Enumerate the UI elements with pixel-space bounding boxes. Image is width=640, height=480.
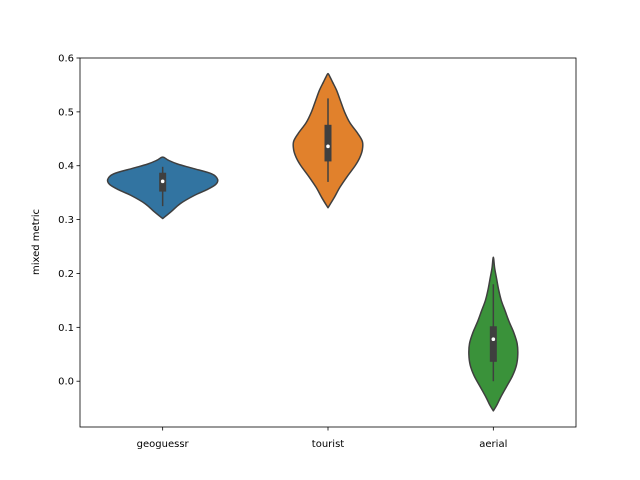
violin-tourist: [292, 72, 364, 209]
iqr-box-aerial: [489, 326, 497, 362]
median-point-aerial: [491, 337, 496, 341]
y-tick-label: 0.4: [58, 161, 74, 172]
x-axis: geoguessr tourist aerial: [137, 427, 507, 450]
violin-geoguessr: [106, 156, 219, 220]
x-tick-label-aerial: aerial: [479, 439, 507, 450]
y-tick-label: 0.0: [58, 377, 74, 388]
x-tick-label-tourist: tourist: [312, 439, 344, 450]
y-axis-label: mixed metric: [31, 209, 42, 275]
y-tick-label: 0.3: [58, 215, 74, 226]
y-tick-label: 0.5: [58, 107, 74, 118]
median-point-geoguessr: [160, 179, 165, 184]
x-tick-label-geoguessr: geoguessr: [137, 439, 190, 450]
y-tick-label: 0.6: [58, 54, 74, 65]
y-axis: 0.0 0.1 0.2 0.3 0.4 0.5 0.6: [58, 54, 80, 388]
y-tick-label: 0.2: [58, 269, 74, 280]
violins-layer: [106, 72, 519, 412]
median-point-tourist: [326, 144, 330, 149]
violin-aerial: [468, 256, 519, 412]
y-tick-label: 0.1: [58, 323, 74, 334]
iqr-box-tourist: [324, 124, 332, 162]
